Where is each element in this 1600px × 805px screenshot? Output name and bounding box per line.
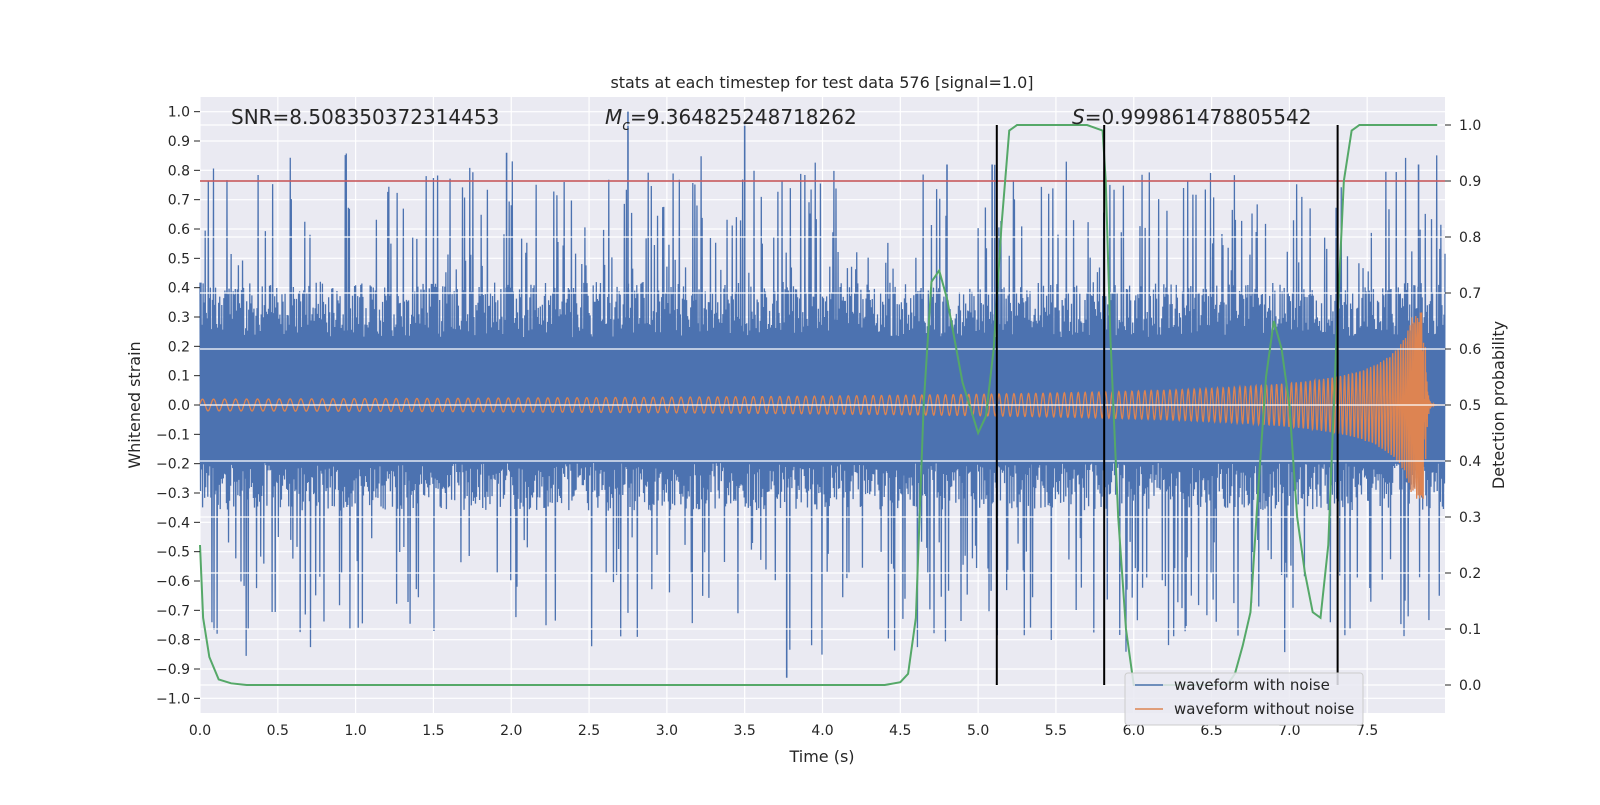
y-tick-label: 0.7 bbox=[168, 193, 190, 209]
x-tick-label: 2.0 bbox=[500, 723, 522, 739]
x-tick-label: 1.0 bbox=[344, 723, 366, 739]
y-tick-label: 0.9 bbox=[168, 134, 190, 150]
x-tick-label: 5.0 bbox=[967, 723, 989, 739]
y2-tick-label: 0.6 bbox=[1459, 342, 1481, 358]
y-tick-label: −0.2 bbox=[156, 457, 190, 473]
y-tick-label: −0.5 bbox=[156, 545, 190, 561]
y-tick-label: 0.0 bbox=[168, 398, 190, 414]
y-axis-label: Whitened strain bbox=[125, 341, 144, 468]
clean-waveform-layer bbox=[199, 312, 1445, 499]
axes: 0.0 0.5 1.0 1.5 2.0 2.5 3.0 3.5 4.0 4.5 5.0 5.5 6.0 6… bbox=[156, 105, 1481, 739]
probability-layer bbox=[199, 124, 1438, 686]
x-tick-label: 3.0 bbox=[656, 723, 678, 739]
y-tick-label: 0.3 bbox=[168, 310, 190, 326]
legend-label-noise: waveform with noise bbox=[1174, 676, 1330, 694]
x-tick-label: 5.5 bbox=[1045, 723, 1067, 739]
mc-value: =9.364825248718262 bbox=[630, 105, 857, 129]
y-tick-label: −1.0 bbox=[156, 691, 190, 707]
mc-subscript: c bbox=[622, 118, 630, 134]
x-tick-label: 6.0 bbox=[1123, 723, 1145, 739]
y2-tick-label: 0.4 bbox=[1459, 454, 1481, 470]
y-tick-label: 0.1 bbox=[168, 369, 190, 385]
legend: waveform with noise waveform without noi… bbox=[1124, 672, 1364, 726]
y-tick-label: −0.6 bbox=[156, 574, 190, 590]
s-value: =0.999861478805542 bbox=[1085, 105, 1312, 129]
score-annotation: S=0.999861478805542 bbox=[1072, 105, 1311, 129]
vertical-markers bbox=[995, 125, 1339, 685]
x-tick-label: 2.5 bbox=[578, 723, 600, 739]
series-detection-probability bbox=[199, 124, 1438, 686]
y-tick-label: −0.8 bbox=[156, 633, 190, 649]
y-tick-label: 0.4 bbox=[168, 281, 190, 297]
x-tick-label: 4.5 bbox=[889, 723, 911, 739]
y-tick-label: 0.5 bbox=[168, 251, 190, 267]
x-tick-label: 6.5 bbox=[1200, 723, 1222, 739]
series-clean-waveform bbox=[199, 312, 1445, 499]
x-tick-label: 7.0 bbox=[1278, 723, 1300, 739]
x-tick-label: 3.5 bbox=[734, 723, 756, 739]
y2-tick-label: 1.0 bbox=[1459, 118, 1481, 134]
y-tick-label: −0.4 bbox=[156, 515, 190, 531]
y-tick-label: 1.0 bbox=[168, 105, 190, 121]
y2-tick-label: 0.3 bbox=[1459, 510, 1481, 526]
y-tick-label: 0.2 bbox=[168, 339, 190, 355]
s-symbol: S bbox=[1072, 105, 1085, 129]
legend-label-clean: waveform without noise bbox=[1174, 700, 1354, 718]
y-tick-label: −0.3 bbox=[156, 486, 190, 502]
series-noisy-waveform bbox=[199, 153, 1446, 656]
x-tick-label: 4.0 bbox=[811, 723, 833, 739]
x-tick-label: 7.5 bbox=[1356, 723, 1378, 739]
chirp-mass-annotation: Mc=9.364825248718262 bbox=[605, 105, 857, 134]
x-axis-label: Time (s) bbox=[788, 747, 854, 766]
y2-tick-label: 0.9 bbox=[1459, 174, 1481, 190]
y-tick-label: −0.1 bbox=[156, 427, 190, 443]
y2-tick-label: 0.5 bbox=[1459, 398, 1481, 414]
y2-tick-label: 0.8 bbox=[1459, 230, 1481, 246]
y2-tick-label: 0.2 bbox=[1459, 566, 1481, 582]
legend-box bbox=[1124, 672, 1364, 726]
y2-tick-label: 0.7 bbox=[1459, 286, 1481, 302]
noisy-waveform-layer bbox=[199, 111, 1446, 678]
x-tick-label: 0.0 bbox=[189, 723, 211, 739]
x-tick-label: 0.5 bbox=[267, 723, 289, 739]
y-tick-label: −0.9 bbox=[156, 662, 190, 678]
y-tick-label: −0.7 bbox=[156, 603, 190, 619]
y2-tick-label: 0.1 bbox=[1459, 622, 1481, 638]
mc-symbol: M bbox=[605, 105, 622, 129]
y2-tick-label: 0.0 bbox=[1459, 678, 1481, 694]
y-tick-label: 0.6 bbox=[168, 222, 190, 238]
chart-title: stats at each timestep for test data 576… bbox=[610, 73, 1033, 92]
x-tick-label: 1.5 bbox=[422, 723, 444, 739]
y-tick-label: 0.8 bbox=[168, 163, 190, 179]
snr-annotation: SNR=8.508350372314453 bbox=[231, 105, 499, 129]
y2-axis-label: Detection probability bbox=[1489, 321, 1508, 489]
